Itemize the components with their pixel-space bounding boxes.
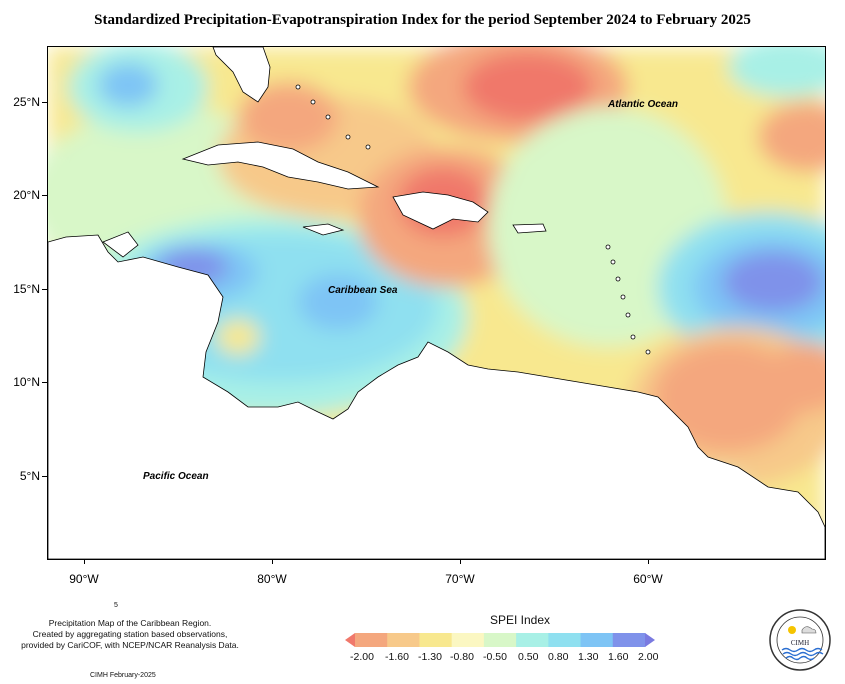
footer-credit: CIMH February-2025 xyxy=(90,672,156,679)
y-tick-20n: 20°N xyxy=(13,188,40,202)
legend-swatch xyxy=(645,633,655,647)
legend-label: 1.60 xyxy=(608,651,629,663)
legend-colorbar xyxy=(345,631,655,654)
legend-label: 0.50 xyxy=(518,651,539,663)
y-tick-15n: 15°N xyxy=(13,282,40,296)
x-tick-80w: 80°W xyxy=(257,572,287,586)
legend-title: SPEI Index xyxy=(489,613,551,627)
y-tick-10n: 10°N xyxy=(13,375,40,389)
tiny-note: 5 xyxy=(114,602,118,609)
land-masses xyxy=(48,47,825,559)
legend-swatch xyxy=(345,633,355,647)
legend-label: -2.00 xyxy=(350,651,374,663)
y-tickmark xyxy=(42,476,47,477)
x-tickmark xyxy=(272,559,273,564)
pacific-ocean-label: Pacific Ocean xyxy=(143,471,209,482)
legend-label: 0.80 xyxy=(548,651,569,663)
legend-label: -1.60 xyxy=(385,651,409,663)
legend-swatch xyxy=(548,633,582,647)
map-title: Standardized Precipitation-Evapotranspir… xyxy=(94,12,751,28)
x-tick-60w: 60°W xyxy=(633,572,663,586)
x-tick-70w: 70°W xyxy=(445,572,475,586)
source-notes: Precipitation Map of the Caribbean Regio… xyxy=(10,618,250,651)
spei-map: Atlantic Ocean Caribbean Sea Pacific Oce… xyxy=(47,46,826,560)
y-tick-25n: 25°N xyxy=(13,95,40,109)
legend-label: -0.50 xyxy=(483,651,507,663)
spei-map-canvas: Atlantic Ocean Caribbean Sea Pacific Oce… xyxy=(48,47,825,559)
legend-swatch xyxy=(387,633,420,647)
legend-label: -0.80 xyxy=(450,651,474,663)
y-tickmark xyxy=(42,382,47,383)
caribbean-sea-label: Caribbean Sea xyxy=(328,285,398,296)
logo-text: CIMH xyxy=(791,639,809,647)
x-tick-90w: 90°W xyxy=(69,572,99,586)
legend-swatch xyxy=(516,633,549,647)
legend-swatch xyxy=(451,633,485,647)
notes-line-2: Created by aggregating station based obs… xyxy=(32,629,228,639)
y-tickmark xyxy=(42,102,47,103)
y-tick-5n: 5°N xyxy=(19,469,40,483)
legend-label: -1.30 xyxy=(418,651,442,663)
x-tickmark xyxy=(460,559,461,564)
legend-swatch xyxy=(580,633,614,647)
legend-swatch xyxy=(355,633,388,647)
x-tickmark xyxy=(648,559,649,564)
legend-label: 2.00 xyxy=(638,651,659,663)
legend-label: 1.30 xyxy=(578,651,599,663)
notes-line-3: provided by CariCOF, with NCEP/NCAR Rean… xyxy=(21,640,239,650)
cimh-logo-icon: CIMH xyxy=(768,608,832,672)
y-tickmark xyxy=(42,195,47,196)
atlantic-ocean-label: Atlantic Ocean xyxy=(607,99,678,110)
notes-line-1: Precipitation Map of the Caribbean Regio… xyxy=(48,618,212,628)
legend-swatch xyxy=(612,633,646,647)
legend-colorbar-svg xyxy=(345,633,655,647)
legend-swatch xyxy=(483,633,517,647)
legend-swatch xyxy=(419,633,453,647)
x-tickmark xyxy=(84,559,85,564)
y-tickmark xyxy=(42,289,47,290)
